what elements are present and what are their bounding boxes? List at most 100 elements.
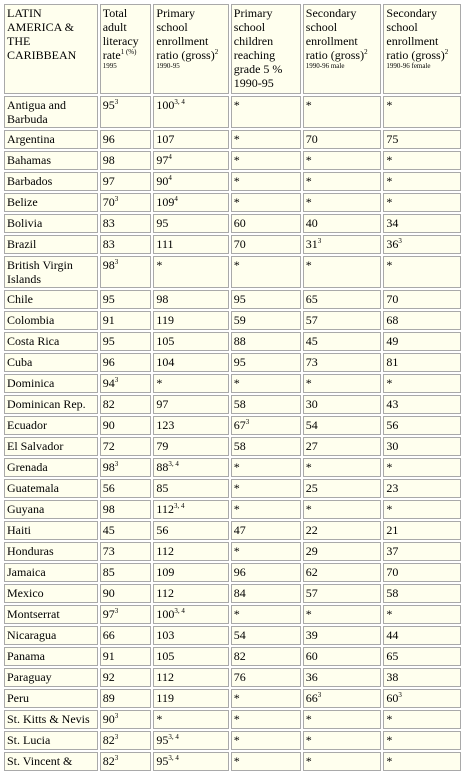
secondary-male-cell: 73	[302, 353, 382, 372]
literacy-cell: 91	[99, 311, 152, 330]
country-cell: Bahamas	[4, 151, 98, 170]
country-cell: Dominica	[4, 374, 98, 393]
secondary-male-cell: 313	[302, 235, 382, 254]
table-row: Guatemala 56 85 * 25 23	[4, 479, 461, 498]
primary-enrollment-cell: 111	[153, 235, 229, 254]
literacy-cell: 983	[99, 458, 152, 477]
literacy-cell: 83	[99, 235, 152, 254]
secondary-male-cell: *	[302, 500, 382, 519]
table-row: Guyana 98 1123, 4 * * *	[4, 500, 461, 519]
country-cell: St. Lucia	[4, 731, 98, 750]
secondary-female-cell: 38	[383, 668, 461, 687]
primary-enrollment-cell: 883, 4	[153, 458, 229, 477]
grade5-cell: 58	[230, 395, 301, 414]
literacy-cell: 83	[99, 214, 152, 233]
table-row: Costa Rica 95 105 88 45 49	[4, 332, 461, 351]
secondary-male-cell: 57	[302, 311, 382, 330]
primary-enrollment-cell: 104	[153, 353, 229, 372]
secondary-male-cell: 54	[302, 416, 382, 435]
table-row: Dominican Rep. 82 97 58 30 43	[4, 395, 461, 414]
country-cell: Argentina	[4, 130, 98, 149]
country-cell: Panama	[4, 647, 98, 666]
grade5-cell: 60	[230, 214, 301, 233]
secondary-male-cell: *	[302, 752, 382, 771]
header-row: LATIN AMERICA & THE CARIBBEAN Total adul…	[4, 4, 461, 94]
table-row: St. Lucia 823 953, 4 * * *	[4, 731, 461, 750]
literacy-cell: 73	[99, 542, 152, 561]
primary-enrollment-cell: 97	[153, 395, 229, 414]
header-secondary-female: Secondary school enrollment ratio (gross…	[383, 4, 461, 94]
country-cell: Guyana	[4, 500, 98, 519]
grade5-cell: 82	[230, 647, 301, 666]
secondary-female-cell: 68	[383, 311, 461, 330]
primary-enrollment-cell: 56	[153, 521, 229, 540]
table-row: Bahamas 98 974 * * *	[4, 151, 461, 170]
primary-enrollment-cell: 95	[153, 214, 229, 233]
secondary-male-cell: *	[302, 605, 382, 624]
table-row: Brazil 83 111 70 313 363	[4, 235, 461, 254]
table-row: El Salvador 72 79 58 27 30	[4, 437, 461, 456]
literacy-cell: 973	[99, 605, 152, 624]
secondary-female-cell: 44	[383, 626, 461, 645]
country-cell: Guatemala	[4, 479, 98, 498]
primary-enrollment-cell: 123	[153, 416, 229, 435]
secondary-male-cell: 40	[302, 214, 382, 233]
secondary-female-cell: 21	[383, 521, 461, 540]
literacy-cell: 903	[99, 710, 152, 729]
primary-enrollment-cell: 103	[153, 626, 229, 645]
table-row: Jamaica 85 109 96 62 70	[4, 563, 461, 582]
literacy-cell: 72	[99, 437, 152, 456]
literacy-cell: 953	[99, 96, 152, 128]
country-cell: Paraguay	[4, 668, 98, 687]
header-region: LATIN AMERICA & THE CARIBBEAN	[4, 4, 98, 94]
grade5-cell: *	[230, 500, 301, 519]
country-cell: Antigua and Barbuda	[4, 96, 98, 128]
secondary-female-cell: *	[383, 96, 461, 128]
primary-enrollment-cell: 974	[153, 151, 229, 170]
country-cell: El Salvador	[4, 437, 98, 456]
secondary-male-cell: 39	[302, 626, 382, 645]
primary-enrollment-cell: 119	[153, 689, 229, 708]
literacy-cell: 85	[99, 563, 152, 582]
primary-enrollment-cell: 112	[153, 584, 229, 603]
table-row: Paraguay 92 112 76 36 38	[4, 668, 461, 687]
secondary-male-cell: 70	[302, 130, 382, 149]
secondary-female-cell: *	[383, 731, 461, 750]
secondary-male-cell: *	[302, 374, 382, 393]
grade5-cell: 88	[230, 332, 301, 351]
table-row: Bolivia 83 95 60 40 34	[4, 214, 461, 233]
primary-enrollment-cell: 112	[153, 542, 229, 561]
primary-enrollment-cell: 98	[153, 290, 229, 309]
primary-enrollment-cell: 904	[153, 172, 229, 191]
grade5-cell: 54	[230, 626, 301, 645]
secondary-female-cell: 30	[383, 437, 461, 456]
secondary-female-cell: *	[383, 256, 461, 288]
country-cell: Dominican Rep.	[4, 395, 98, 414]
country-cell: Honduras	[4, 542, 98, 561]
grade5-cell: *	[230, 689, 301, 708]
secondary-male-cell: 663	[302, 689, 382, 708]
literacy-cell: 92	[99, 668, 152, 687]
country-cell: Peru	[4, 689, 98, 708]
secondary-female-cell: *	[383, 172, 461, 191]
grade5-cell: *	[230, 731, 301, 750]
secondary-female-cell: 70	[383, 290, 461, 309]
country-cell: Jamaica	[4, 563, 98, 582]
secondary-female-cell: 23	[383, 479, 461, 498]
primary-enrollment-cell: *	[153, 374, 229, 393]
country-cell: British Virgin Islands	[4, 256, 98, 288]
country-cell: Bolivia	[4, 214, 98, 233]
secondary-female-cell: *	[383, 752, 461, 771]
secondary-male-cell: 29	[302, 542, 382, 561]
table-row: Haiti 45 56 47 22 21	[4, 521, 461, 540]
country-cell: Nicaragua	[4, 626, 98, 645]
secondary-female-cell: *	[383, 193, 461, 212]
primary-enrollment-cell: 79	[153, 437, 229, 456]
secondary-female-cell: *	[383, 458, 461, 477]
secondary-male-cell: *	[302, 193, 382, 212]
primary-enrollment-cell: 953, 4	[153, 752, 229, 771]
table-row: Antigua and Barbuda 953 1003, 4 * * *	[4, 96, 461, 128]
secondary-male-cell: *	[302, 731, 382, 750]
literacy-cell: 90	[99, 416, 152, 435]
